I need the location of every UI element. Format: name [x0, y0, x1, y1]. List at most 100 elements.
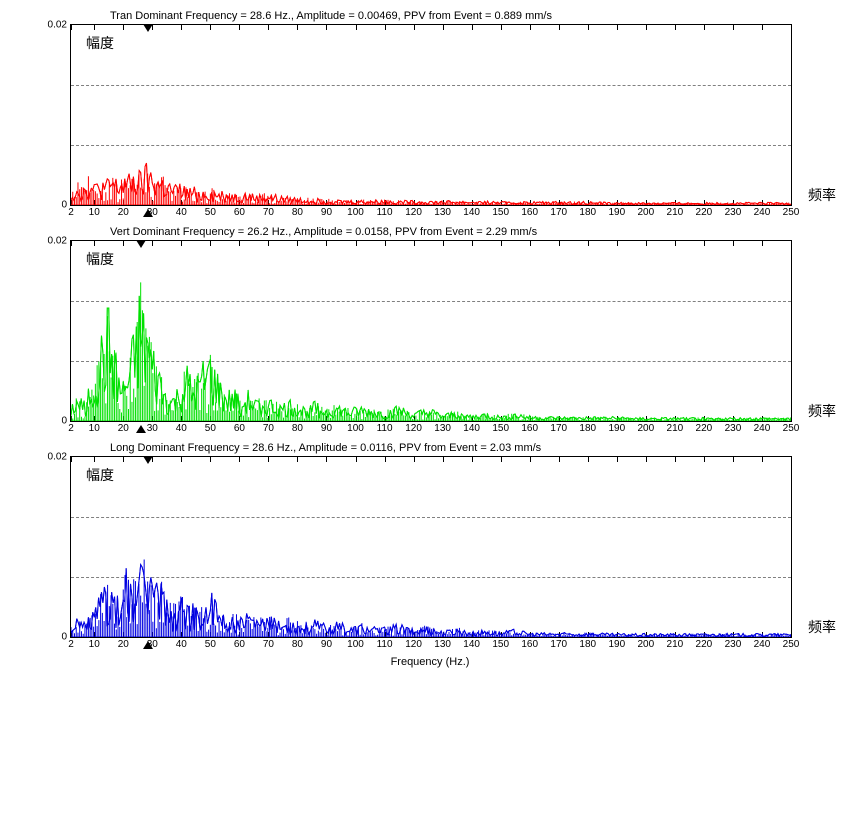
dominant-freq-marker-bottom: [143, 641, 153, 649]
x-axis-label-cn: 频率: [808, 401, 836, 421]
x-tick-label: 2: [68, 639, 74, 650]
x-tick-label: 40: [176, 207, 187, 218]
x-tick-label: 180: [579, 423, 596, 434]
x-tick-label: 170: [550, 207, 567, 218]
x-tick-label: 50: [205, 423, 216, 434]
x-tick-label: 220: [696, 207, 713, 218]
spectrum-trace: [71, 25, 791, 205]
x-tick-label: 110: [377, 639, 393, 650]
x-tick-label: 20: [118, 639, 129, 650]
x-tick-label: 140: [463, 639, 480, 650]
x-tick-label: 160: [521, 207, 538, 218]
x-tick-label: 250: [783, 423, 800, 434]
x-tick-label: 2: [68, 423, 74, 434]
x-tick-label: 220: [696, 639, 713, 650]
panel-title: Vert Dominant Frequency = 26.2 Hz., Ampl…: [110, 226, 845, 238]
y-tick-label: 0.02: [48, 20, 71, 31]
x-tick-label: 240: [754, 207, 771, 218]
y-tick-label: 0.02: [48, 452, 71, 463]
spectrum-trace: [71, 241, 791, 421]
x-tick-label: 160: [521, 639, 538, 650]
x-tick-label: 40: [176, 639, 187, 650]
x-ticks: 2102030405060708090100110120130140150160…: [71, 205, 791, 223]
x-tick-label: 70: [263, 207, 274, 218]
x-tick-label: 140: [463, 423, 480, 434]
panel-tran: Tran Dominant Frequency = 28.6 Hz., Ampl…: [10, 10, 845, 206]
y-tick-label: 0.02: [48, 236, 71, 247]
x-tick-label: 150: [492, 639, 509, 650]
x-tick-label: 90: [321, 207, 332, 218]
x-tick-label: 220: [696, 423, 713, 434]
x-tick-label: 110: [377, 423, 393, 434]
panel-title: Tran Dominant Frequency = 28.6 Hz., Ampl…: [110, 10, 845, 22]
x-tick-label: 140: [463, 207, 480, 218]
x-tick-label: 190: [608, 207, 625, 218]
x-tick-label: 150: [492, 423, 509, 434]
x-axis-title: Frequency (Hz.): [70, 656, 790, 668]
x-tick-label: 110: [377, 207, 393, 218]
x-tick-label: 20: [118, 207, 129, 218]
x-tick-label: 10: [89, 639, 100, 650]
x-tick-label: 20: [118, 423, 129, 434]
x-ticks: 2102030405060708090100110120130140150160…: [71, 637, 791, 655]
x-tick-label: 70: [263, 423, 274, 434]
x-tick-label: 190: [608, 639, 625, 650]
x-tick-label: 210: [667, 423, 684, 434]
plot-area: 00.02幅度频率2102030405060708090100110120130…: [70, 24, 792, 206]
x-axis-label-cn: 频率: [808, 617, 836, 637]
x-tick-label: 80: [292, 423, 303, 434]
x-tick-label: 80: [292, 639, 303, 650]
dominant-freq-marker-bottom: [136, 425, 146, 433]
x-tick-label: 240: [754, 639, 771, 650]
plot-area: 00.02幅度频率2102030405060708090100110120130…: [70, 456, 792, 638]
plot-area: 00.02幅度频率2102030405060708090100110120130…: [70, 240, 792, 422]
panel-long: Long Dominant Frequency = 28.6 Hz., Ampl…: [10, 442, 845, 668]
x-tick-label: 120: [405, 423, 422, 434]
dominant-freq-marker-bottom: [143, 209, 153, 217]
panel-vert: Vert Dominant Frequency = 26.2 Hz., Ampl…: [10, 226, 845, 422]
x-tick-label: 170: [550, 423, 567, 434]
panel-title: Long Dominant Frequency = 28.6 Hz., Ampl…: [110, 442, 845, 454]
x-tick-label: 230: [725, 207, 742, 218]
x-tick-label: 210: [667, 207, 684, 218]
x-tick-label: 60: [234, 423, 245, 434]
x-ticks: 2102030405060708090100110120130140150160…: [71, 421, 791, 439]
x-tick-label: 200: [637, 639, 654, 650]
x-tick-label: 130: [434, 207, 451, 218]
x-tick-label: 100: [347, 639, 364, 650]
x-tick-label: 100: [347, 423, 364, 434]
x-tick-label: 2: [68, 207, 74, 218]
x-tick-label: 10: [89, 423, 100, 434]
x-tick-label: 240: [754, 423, 771, 434]
x-tick-label: 230: [725, 639, 742, 650]
x-tick-label: 120: [405, 207, 422, 218]
x-tick-label: 130: [434, 423, 451, 434]
x-tick-label: 30: [147, 423, 158, 434]
x-tick-label: 250: [783, 639, 800, 650]
x-tick-label: 170: [550, 639, 567, 650]
x-tick-label: 180: [579, 639, 596, 650]
x-axis-label-cn: 频率: [808, 185, 836, 205]
x-tick-label: 210: [667, 639, 684, 650]
x-tick-label: 90: [321, 639, 332, 650]
x-tick-label: 60: [234, 639, 245, 650]
x-tick-label: 40: [176, 423, 187, 434]
x-tick-label: 130: [434, 639, 451, 650]
x-tick-label: 200: [637, 423, 654, 434]
x-tick-label: 150: [492, 207, 509, 218]
x-tick-label: 50: [205, 639, 216, 650]
x-tick-label: 120: [405, 639, 422, 650]
x-tick-label: 230: [725, 423, 742, 434]
x-tick-label: 190: [608, 423, 625, 434]
x-tick-label: 180: [579, 207, 596, 218]
x-tick-label: 60: [234, 207, 245, 218]
spectrum-trace: [71, 457, 791, 637]
x-tick-label: 50: [205, 207, 216, 218]
x-tick-label: 200: [637, 207, 654, 218]
x-tick-label: 250: [783, 207, 800, 218]
x-tick-label: 10: [89, 207, 100, 218]
frequency-spectrum-charts: Tran Dominant Frequency = 28.6 Hz., Ampl…: [10, 10, 845, 668]
x-tick-label: 160: [521, 423, 538, 434]
x-tick-label: 80: [292, 207, 303, 218]
x-tick-label: 90: [321, 423, 332, 434]
